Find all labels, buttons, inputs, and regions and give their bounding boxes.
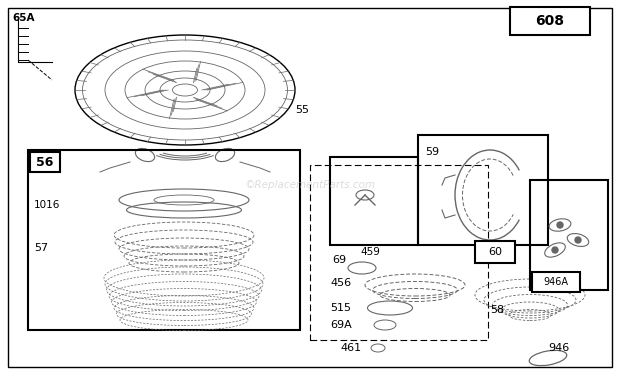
- Circle shape: [557, 222, 563, 228]
- Text: 55: 55: [295, 105, 309, 115]
- Text: 459: 459: [360, 247, 380, 257]
- Text: ©ReplacementParts.com: ©ReplacementParts.com: [244, 180, 376, 190]
- Bar: [30, 152, 60, 172]
- Bar: [330, 157, 418, 245]
- Text: 461: 461: [340, 343, 361, 353]
- Text: 69A: 69A: [330, 320, 352, 330]
- Bar: [530, 180, 608, 290]
- Text: 57: 57: [34, 243, 48, 253]
- Text: 1016: 1016: [34, 200, 60, 210]
- Text: 69: 69: [332, 255, 346, 265]
- Text: 60: 60: [488, 247, 502, 257]
- Bar: [28, 150, 300, 330]
- Text: 58: 58: [490, 305, 504, 315]
- Text: 65A: 65A: [12, 13, 35, 23]
- Text: 56: 56: [37, 156, 54, 168]
- Bar: [475, 241, 515, 263]
- Text: 608: 608: [536, 14, 564, 28]
- Circle shape: [552, 247, 558, 253]
- Bar: [310, 165, 488, 340]
- Bar: [510, 7, 590, 35]
- Bar: [532, 272, 580, 292]
- Text: 59: 59: [425, 147, 439, 157]
- Text: 456: 456: [330, 278, 351, 288]
- Circle shape: [575, 237, 581, 243]
- Text: 946A: 946A: [544, 277, 569, 287]
- Bar: [418, 135, 548, 245]
- Text: 946: 946: [548, 343, 569, 353]
- Text: 515: 515: [330, 303, 351, 313]
